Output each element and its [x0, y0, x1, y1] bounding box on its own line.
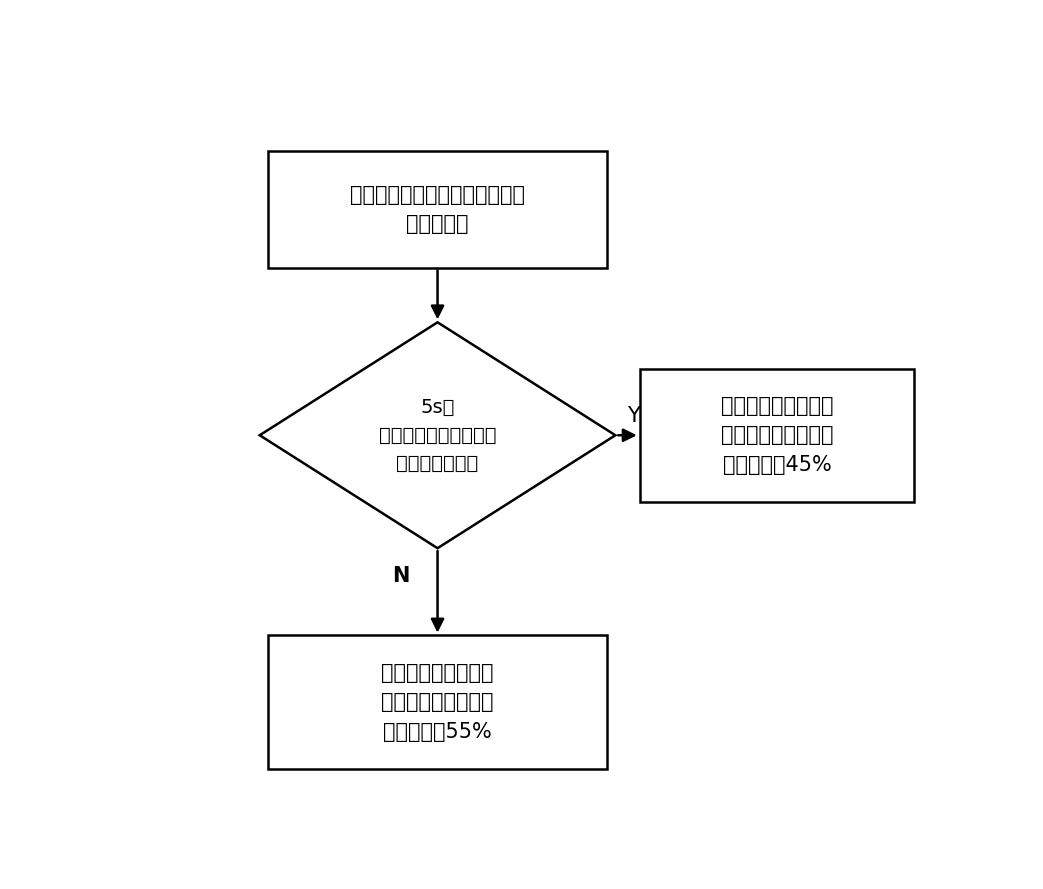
- FancyBboxPatch shape: [268, 636, 607, 769]
- Polygon shape: [260, 323, 615, 549]
- Text: 接收客户端返回的收取完整图片
数量的报告: 接收客户端返回的收取完整图片 数量的报告: [350, 185, 525, 234]
- FancyBboxPatch shape: [639, 369, 915, 502]
- Text: 指定冗余度与冗余度
调整值相减得到更新
后的冗余度45%: 指定冗余度与冗余度 调整值相减得到更新 后的冗余度45%: [721, 396, 833, 475]
- Text: Y: Y: [627, 406, 639, 426]
- FancyBboxPatch shape: [268, 151, 607, 268]
- Text: 指定冗余度与冗余度
调整值相加得到更新
后的冗余度55%: 指定冗余度与冗余度 调整值相加得到更新 后的冗余度55%: [382, 662, 493, 741]
- Text: N: N: [392, 565, 410, 586]
- Text: 5s内
收取完整图片的最小值
是否大于预计值: 5s内 收取完整图片的最小值 是否大于预计值: [379, 397, 496, 473]
